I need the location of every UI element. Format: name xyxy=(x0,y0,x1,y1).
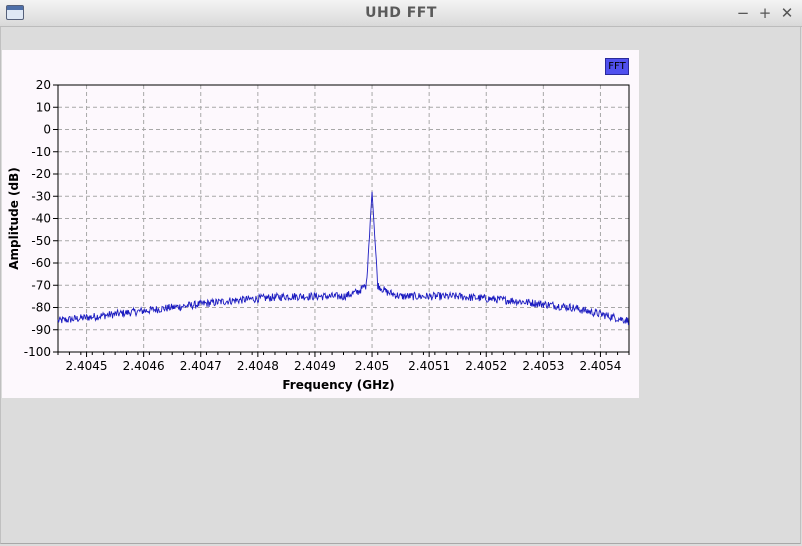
y-tick-label: -40 xyxy=(31,212,51,226)
maximize-button[interactable]: + xyxy=(758,4,772,22)
y-tick-label: -90 xyxy=(31,323,51,337)
y-tick-label: -30 xyxy=(31,189,51,203)
minimize-button[interactable]: − xyxy=(736,4,750,22)
x-tick-label: 2.4051 xyxy=(408,359,450,373)
close-button[interactable]: ✕ xyxy=(780,4,794,22)
x-tick-label: 2.4045 xyxy=(66,359,108,373)
y-tick-label: -60 xyxy=(31,256,51,270)
x-tick-label: 2.4049 xyxy=(294,359,336,373)
y-tick-label: 20 xyxy=(36,78,51,92)
y-tick-label: -100 xyxy=(24,345,51,359)
x-tick-label: 2.405 xyxy=(355,359,389,373)
x-tick-label: 2.4048 xyxy=(237,359,279,373)
y-tick-label: -50 xyxy=(31,234,51,248)
y-tick-label: 10 xyxy=(36,100,51,114)
y-tick-label: -10 xyxy=(31,145,51,159)
x-tick-label: 2.4052 xyxy=(465,359,507,373)
y-tick-label: 0 xyxy=(43,123,51,137)
x-tick-label: 2.4054 xyxy=(579,359,621,373)
window-title: UHD FFT xyxy=(365,5,437,21)
app-window-icon xyxy=(6,5,24,20)
window-frame xyxy=(0,27,801,544)
y-tick-label: -70 xyxy=(31,278,51,292)
y-tick-label: -80 xyxy=(31,301,51,315)
fft-trace xyxy=(57,191,630,326)
x-tick-label: 2.4053 xyxy=(522,359,564,373)
y-axis-label: Amplitude (dB) xyxy=(7,167,21,270)
x-tick-label: 2.4047 xyxy=(180,359,222,373)
x-tick-label: 2.4046 xyxy=(123,359,165,373)
y-tick-label: -20 xyxy=(31,167,51,181)
x-axis-label: Frequency (GHz) xyxy=(282,378,394,392)
legend-item-fft[interactable]: FFT xyxy=(605,58,629,75)
window-titlebar: UHD FFT − + ✕ xyxy=(0,0,802,27)
